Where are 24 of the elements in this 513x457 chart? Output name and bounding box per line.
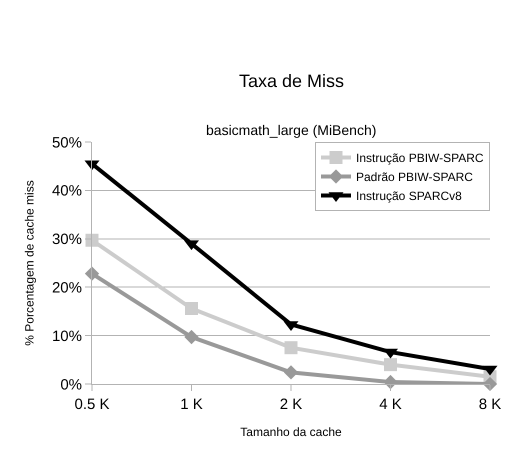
x-tick-label: 4 K <box>379 396 402 413</box>
point <box>284 341 298 354</box>
point <box>284 365 298 380</box>
y-tick-label: 20% <box>52 279 82 296</box>
chart-subtitle: basicmath_large (MiBench) <box>206 122 376 138</box>
y-tick-label: 50% <box>52 134 82 152</box>
x-tick-label: 2 K <box>280 396 302 413</box>
legend-label: Instrução SPARCv8 <box>356 189 462 204</box>
point <box>384 358 397 372</box>
point <box>184 330 199 344</box>
y-axis-title: % Porcentagem de cache miss <box>22 180 36 346</box>
y-tick-label: 0% <box>60 376 82 394</box>
point <box>482 376 498 392</box>
x-tick-label: 0.5 K <box>74 396 110 413</box>
x-axis-title: Tamanho da cache <box>240 424 342 439</box>
y-tick-label: 30% <box>52 231 82 248</box>
legend-label: Padrão PBIW-SPARC <box>356 170 474 184</box>
legend-label: Instrução PBIW-SPARC <box>356 151 484 166</box>
x-tick-label: 8 K <box>478 396 502 413</box>
y-tick-label: 10% <box>52 328 82 345</box>
y-tick-label: 40% <box>52 182 82 200</box>
chart-title: Taxa de Miss <box>239 71 344 91</box>
x-tick-label: 1 K <box>180 396 203 413</box>
point <box>185 302 198 315</box>
